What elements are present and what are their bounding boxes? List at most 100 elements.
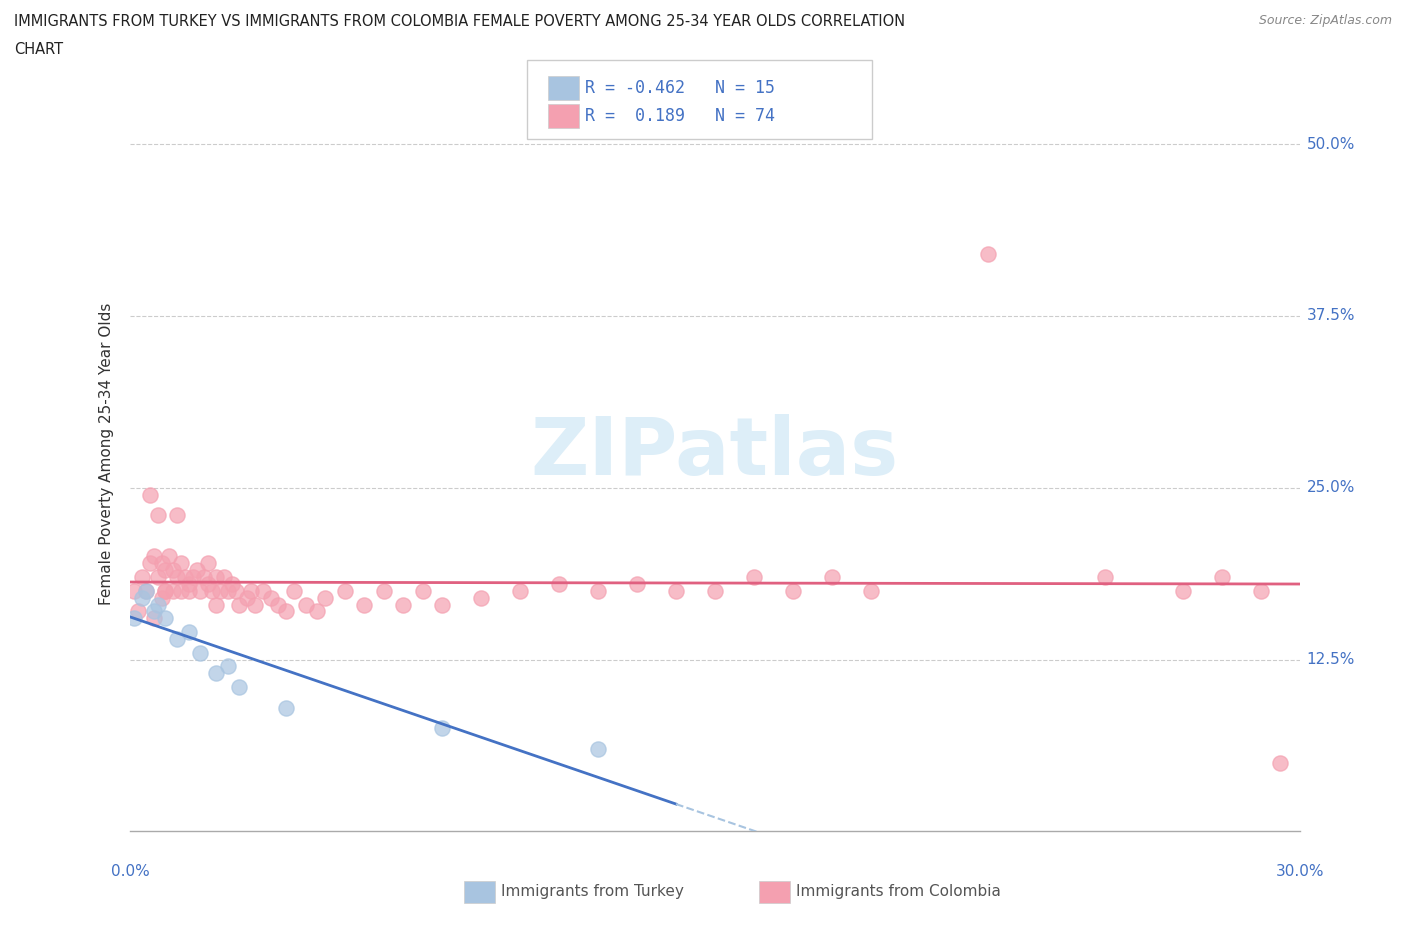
Point — [626, 577, 648, 591]
Text: CHART: CHART — [14, 42, 63, 57]
Point — [174, 569, 197, 584]
Text: 12.5%: 12.5% — [1306, 652, 1355, 667]
Point — [212, 569, 235, 584]
Point — [228, 597, 250, 612]
Point — [205, 597, 228, 612]
Text: R = -0.462   N = 15: R = -0.462 N = 15 — [585, 79, 775, 97]
Point — [186, 563, 208, 578]
Point — [181, 569, 204, 584]
Point — [704, 583, 727, 598]
Point — [122, 583, 145, 598]
Point — [665, 583, 688, 598]
Point — [190, 583, 212, 598]
Point — [294, 597, 316, 612]
Point — [135, 583, 157, 598]
Text: ZIPatlas: ZIPatlas — [531, 415, 898, 492]
Point — [139, 556, 162, 571]
Point — [146, 508, 169, 523]
Point — [1211, 569, 1233, 584]
Point — [548, 577, 571, 591]
Point — [1250, 583, 1272, 598]
Point — [333, 583, 356, 598]
Point — [170, 583, 193, 598]
Point — [166, 569, 188, 584]
Point — [155, 583, 177, 598]
Point — [205, 666, 228, 681]
Point — [135, 583, 157, 598]
Point — [162, 583, 184, 598]
Point — [782, 583, 804, 598]
Point — [586, 583, 609, 598]
Point — [155, 563, 177, 578]
Point — [127, 604, 149, 618]
Point — [217, 583, 239, 598]
Point — [155, 583, 177, 598]
Point — [155, 611, 177, 626]
Point — [1171, 583, 1194, 598]
Point — [412, 583, 434, 598]
Point — [201, 583, 224, 598]
Point — [353, 597, 375, 612]
Point — [1094, 569, 1116, 584]
Point — [170, 556, 193, 571]
Point — [139, 487, 162, 502]
Point — [142, 611, 165, 626]
Text: Immigrants from Colombia: Immigrants from Colombia — [796, 884, 1001, 899]
Point — [131, 591, 153, 605]
Point — [146, 569, 169, 584]
Point — [225, 583, 247, 598]
Point — [430, 597, 453, 612]
Point — [205, 569, 228, 584]
Text: Immigrants from Turkey: Immigrants from Turkey — [501, 884, 683, 899]
Point — [190, 645, 212, 660]
Point — [267, 597, 290, 612]
Point — [122, 611, 145, 626]
Point — [392, 597, 415, 612]
Point — [150, 591, 173, 605]
Text: 30.0%: 30.0% — [1275, 864, 1324, 879]
Point — [208, 583, 231, 598]
Point — [131, 569, 153, 584]
Point — [821, 569, 844, 584]
Point — [586, 741, 609, 756]
Point — [150, 556, 173, 571]
Point — [228, 680, 250, 695]
Point — [142, 549, 165, 564]
Point — [470, 591, 492, 605]
Point — [259, 591, 281, 605]
Point — [177, 583, 200, 598]
Point — [197, 556, 219, 571]
Point — [859, 583, 882, 598]
Point — [217, 659, 239, 674]
Point — [243, 597, 266, 612]
Point — [177, 577, 200, 591]
Text: Source: ZipAtlas.com: Source: ZipAtlas.com — [1258, 14, 1392, 27]
Text: 50.0%: 50.0% — [1306, 137, 1355, 152]
Point — [373, 583, 395, 598]
Text: 37.5%: 37.5% — [1306, 309, 1355, 324]
Point — [157, 549, 180, 564]
Point — [146, 597, 169, 612]
Point — [314, 591, 336, 605]
Point — [177, 625, 200, 640]
Text: 25.0%: 25.0% — [1306, 480, 1355, 496]
Point — [166, 631, 188, 646]
Point — [236, 591, 259, 605]
Point — [142, 604, 165, 618]
Point — [240, 583, 263, 598]
Point — [197, 577, 219, 591]
Point — [283, 583, 305, 598]
Point — [977, 246, 1000, 261]
Text: IMMIGRANTS FROM TURKEY VS IMMIGRANTS FROM COLOMBIA FEMALE POVERTY AMONG 25-34 YE: IMMIGRANTS FROM TURKEY VS IMMIGRANTS FRO… — [14, 14, 905, 29]
Y-axis label: Female Poverty Among 25-34 Year Olds: Female Poverty Among 25-34 Year Olds — [100, 302, 114, 604]
Point — [742, 569, 765, 584]
Text: 0.0%: 0.0% — [111, 864, 149, 879]
Point — [509, 583, 531, 598]
Point — [1268, 755, 1291, 770]
Point — [430, 721, 453, 736]
Point — [307, 604, 329, 618]
Point — [193, 569, 215, 584]
Point — [166, 508, 188, 523]
Point — [221, 577, 243, 591]
Text: R =  0.189   N = 74: R = 0.189 N = 74 — [585, 107, 775, 125]
